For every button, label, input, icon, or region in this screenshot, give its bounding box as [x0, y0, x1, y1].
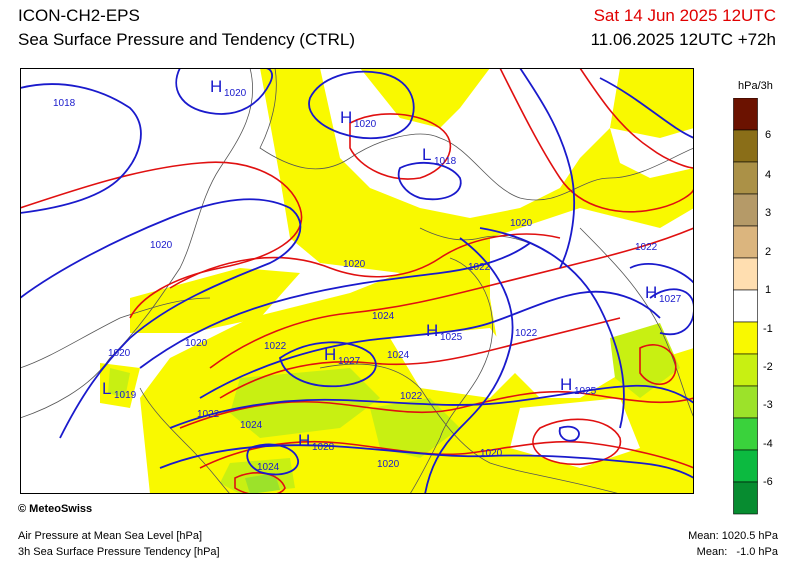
- legend-label: -4: [763, 438, 773, 450]
- legend-label: 2: [765, 246, 771, 258]
- isobar-label: 1020: [150, 240, 173, 251]
- isobar-label: 1024: [257, 462, 280, 473]
- footer-line-2: 3h Sea Surface Pressure Tendency [hPa]: [18, 546, 220, 558]
- high-center: H 1025: [560, 375, 597, 397]
- legend-swatch: [733, 353, 758, 387]
- isobar-label: 1018: [53, 98, 76, 109]
- high-center: H 1020: [340, 108, 377, 130]
- legend-swatch: [733, 161, 758, 195]
- legend-swatches: [733, 98, 758, 515]
- legend-label: -3: [763, 399, 773, 411]
- isobar-label: 1020: [108, 348, 131, 359]
- center-value: 1020: [224, 88, 247, 99]
- center-type: L: [102, 379, 111, 398]
- low-center: L 1018: [422, 145, 457, 167]
- high-center: H 1020: [210, 77, 247, 99]
- legend-label: -2: [763, 361, 773, 373]
- mean-tendency: Mean: -1.0 hPa: [696, 546, 778, 558]
- legend-label: 4: [765, 169, 771, 181]
- high-center: H 1027: [645, 283, 682, 305]
- copyright: © MeteoSwiss: [18, 503, 93, 515]
- center-value: 1025: [574, 386, 597, 397]
- isobar-label: 1022: [197, 409, 220, 420]
- high-center: H 1028: [298, 431, 335, 453]
- legend-unit: hPa/3h: [738, 80, 773, 92]
- forecast-run: 11.06.2025 12UTC +72h: [590, 30, 776, 49]
- center-value: 1027: [338, 356, 361, 367]
- footer-line-1: Air Pressure at Mean Sea Level [hPa]: [18, 530, 203, 542]
- isobar-label: 1020: [343, 259, 366, 270]
- legend-swatch: [733, 225, 758, 259]
- legend-label: -6: [763, 476, 773, 488]
- pressure-centers: H 1020 H 1020 L 1018 H 1027 H 1025 H 102…: [102, 77, 682, 453]
- isobar-label: 1022: [400, 391, 423, 402]
- isobar-label: 1020: [377, 459, 400, 470]
- center-value: 1028: [312, 442, 335, 453]
- model-name: ICON-CH2-EPS: [18, 6, 140, 25]
- center-type: H: [645, 283, 657, 302]
- center-type: H: [560, 375, 572, 394]
- isobar-label: 1022: [635, 242, 658, 253]
- legend-label: -1: [763, 323, 773, 335]
- legend-swatch: [733, 193, 758, 227]
- legend-swatch: [733, 385, 758, 419]
- center-type: H: [298, 431, 310, 450]
- legend-swatch: [733, 98, 758, 131]
- isobar-label: 1024: [372, 311, 395, 322]
- legend-label: 3: [765, 207, 771, 219]
- center-value: 1027: [659, 294, 682, 305]
- legend-swatch: [733, 321, 758, 355]
- isobar-label: 1020: [510, 218, 533, 229]
- center-value: 1020: [354, 119, 377, 130]
- product-title: Sea Surface Pressure and Tendency (CTRL): [18, 30, 356, 49]
- center-value: 1018: [434, 156, 457, 167]
- center-type: H: [426, 321, 438, 340]
- center-type: H: [340, 108, 352, 127]
- center-type: L: [422, 145, 431, 164]
- legend-label: 1: [765, 284, 771, 296]
- legend-labels: 6 4 3 2 1 -1 -2 -3 -4 -6: [763, 129, 773, 488]
- center-type: H: [210, 77, 222, 96]
- isobar-label: 1022: [468, 262, 491, 273]
- color-legend: 6 4 3 2 1 -1 -2 -3 -4 -6: [733, 98, 773, 515]
- legend-swatch: [733, 257, 758, 291]
- isobar-label: 1022: [264, 341, 287, 352]
- isobar-label: 1024: [240, 420, 263, 431]
- tendency-fill-mid-green: [245, 473, 280, 494]
- legend-swatch: [733, 449, 758, 483]
- isobar-label: 1024: [387, 350, 410, 361]
- isobar-label: 1020: [185, 338, 208, 349]
- map-frame: [20, 68, 694, 494]
- isobar-label: 1022: [515, 328, 538, 339]
- forecast-map: 1018 1020 1020 1020 1020 1020 1022 1022 …: [20, 68, 694, 494]
- legend-swatch: [733, 481, 758, 515]
- mean-pressure: Mean: 1020.5 hPa: [688, 530, 778, 542]
- low-center: L 1019: [102, 379, 137, 401]
- center-value: 1019: [114, 390, 137, 401]
- valid-date: Sat 14 Jun 2025 12UTC: [593, 6, 776, 25]
- high-center: H 1027: [324, 345, 361, 367]
- legend-label: 6: [765, 129, 771, 141]
- legend-swatch: [733, 417, 758, 451]
- high-center: H 1025: [426, 321, 463, 343]
- isobar-label: 1020: [480, 448, 503, 459]
- center-type: H: [324, 345, 336, 364]
- legend-swatch: [733, 289, 758, 323]
- isobar-labels: 1018 1020 1020 1020 1020 1020 1022 1022 …: [53, 98, 658, 473]
- legend-swatch: [733, 129, 758, 163]
- center-value: 1025: [440, 332, 463, 343]
- isobars: [20, 68, 694, 494]
